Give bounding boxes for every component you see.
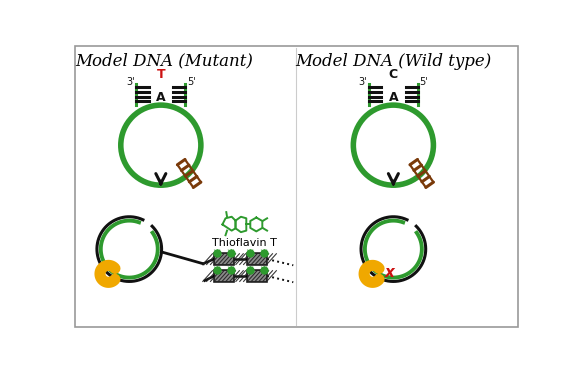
Text: 3': 3' — [358, 77, 367, 87]
Point — [259, 249, 269, 255]
Bar — [247, 254, 267, 265]
Bar — [247, 270, 267, 282]
Point — [245, 249, 255, 255]
Bar — [214, 270, 234, 282]
Text: 5': 5' — [420, 77, 428, 87]
Text: C: C — [389, 68, 398, 81]
Text: Model DNA (Wild type): Model DNA (Wild type) — [295, 53, 492, 70]
Text: 3': 3' — [126, 77, 135, 87]
Text: T: T — [156, 68, 165, 81]
Point — [259, 266, 269, 272]
Text: Model DNA (Mutant): Model DNA (Mutant) — [76, 53, 254, 70]
Text: x: x — [385, 265, 395, 280]
Point — [212, 249, 222, 255]
Point — [212, 266, 222, 272]
Text: 5': 5' — [187, 77, 196, 87]
Text: A: A — [156, 92, 166, 104]
Text: A: A — [389, 92, 398, 104]
Point — [245, 266, 255, 272]
Bar — [214, 254, 234, 265]
Text: Thioflavin T: Thioflavin T — [211, 238, 276, 248]
Point — [226, 266, 236, 272]
Point — [226, 249, 236, 255]
